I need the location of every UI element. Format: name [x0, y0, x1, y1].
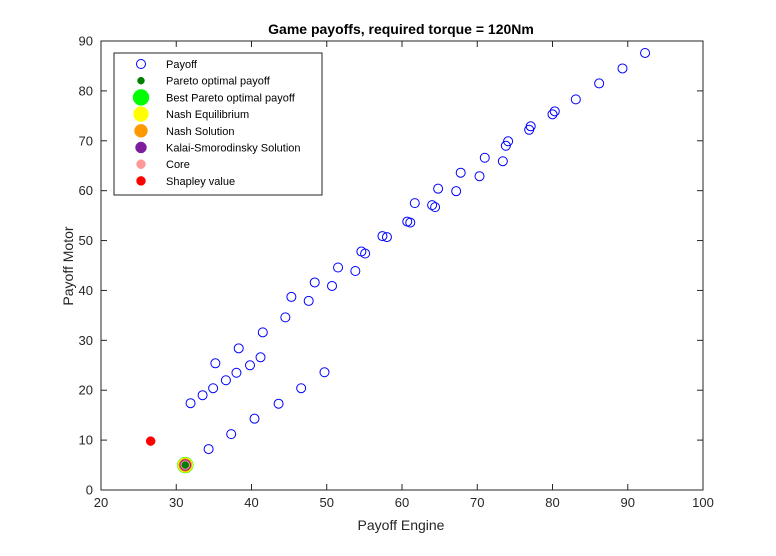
payoff-point: [479, 152, 490, 163]
highlight-point: [181, 461, 190, 469]
x-tick-label: 100: [692, 495, 714, 510]
payoff-point: [360, 248, 371, 259]
legend-marker: [134, 124, 148, 138]
y-tick-label: 80: [79, 83, 93, 98]
payoff-point: [231, 367, 242, 378]
data-points: [145, 47, 651, 474]
y-axis-title: Payoff Motor: [60, 226, 76, 305]
payoff-point: [525, 121, 536, 132]
legend-label: Nash Solution: [166, 126, 235, 138]
x-tick-label: 80: [545, 495, 559, 510]
payoff-point: [296, 383, 307, 394]
legend-box: [113, 52, 323, 196]
legend-label: Best Pareto optimal payoff: [166, 92, 296, 104]
payoff-point: [210, 358, 221, 369]
y-tick-label: 70: [79, 133, 93, 148]
legend-label: Payoff: [166, 59, 198, 71]
y-tick-label: 40: [79, 283, 93, 298]
payoff-point: [309, 277, 320, 288]
payoff-point: [220, 375, 231, 386]
payoff-point: [244, 360, 255, 371]
x-tick-label: 60: [395, 495, 409, 510]
legend-marker: [136, 59, 146, 69]
payoff-point: [203, 444, 214, 455]
payoff-point: [226, 429, 237, 440]
payoff-point: [503, 136, 514, 147]
payoff-point: [197, 390, 208, 401]
chart-title: Game payoffs, required torque = 120Nm: [268, 21, 534, 37]
x-tick-label: 30: [169, 495, 183, 510]
payoff-point: [474, 171, 485, 182]
legend-label: Shapley value: [166, 176, 235, 188]
payoff-point: [570, 94, 581, 105]
y-tick-label: 20: [79, 383, 93, 398]
payoff-point: [547, 109, 558, 120]
legend-label: Core: [166, 159, 190, 171]
payoff-point: [451, 186, 462, 197]
legend-label: Nash Equilibrium: [166, 109, 249, 121]
payoff-point: [594, 78, 605, 89]
x-tick-label: 20: [94, 495, 108, 510]
y-tick-label: 50: [79, 233, 93, 248]
payoff-point: [255, 352, 266, 363]
plot-frame: [100, 40, 704, 491]
payoff-point: [319, 367, 330, 378]
payoff-point: [549, 106, 560, 117]
legend-marker: [135, 141, 147, 154]
payoff-point: [185, 398, 196, 409]
payoff-point: [327, 280, 338, 291]
payoff-point: [286, 291, 297, 302]
y-tick-label: 30: [79, 333, 93, 348]
legend-marker: [137, 76, 145, 85]
x-tick-label: 50: [320, 495, 334, 510]
x-tick-label: 40: [244, 495, 258, 510]
payoff-point: [303, 295, 314, 306]
payoff-point: [257, 327, 268, 338]
axis-ticks: 20 30 40 50 60 70 80 90 100 0 10 20 30 40 50 60 70 80 90: [79, 34, 714, 511]
payoff-point: [249, 413, 260, 424]
y-tick-label: 10: [79, 433, 93, 448]
legend-label: Kalai-Smorodinsky Solution: [166, 143, 301, 155]
payoff-point: [497, 156, 508, 167]
payoff-point: [433, 183, 444, 194]
payoff-point: [427, 200, 438, 211]
payoff-point: [233, 343, 244, 354]
payoff-point: [381, 232, 392, 243]
y-tick-label: 90: [79, 34, 93, 49]
highlight-point: [145, 436, 156, 446]
x-axis-title: Payoff Engine: [358, 517, 445, 533]
payoff-point: [405, 217, 416, 228]
payoff-point: [350, 265, 361, 276]
y-tick-label: 60: [79, 183, 93, 198]
payoff-point: [333, 262, 344, 273]
x-tick-label: 90: [621, 495, 635, 510]
payoff-point: [280, 312, 291, 323]
payoff-point: [455, 167, 466, 178]
payoff-point: [409, 198, 420, 209]
legend-label: Pareto optimal payoff: [166, 76, 271, 88]
legend-marker: [136, 159, 146, 169]
payoff-point: [500, 140, 511, 151]
payoff-point: [640, 47, 651, 58]
payoff-point: [430, 202, 441, 213]
legend-marker: [136, 176, 146, 186]
payoff-point: [273, 398, 284, 409]
x-tick-label: 70: [470, 495, 484, 510]
legend-marker: [133, 106, 149, 122]
payoff-point: [377, 231, 388, 242]
legend-marker: [132, 89, 150, 106]
legend: Payoff Pareto optimal payoff Best Pareto o…: [113, 52, 323, 196]
payoff-point: [617, 63, 628, 74]
y-tick-label: 0: [86, 483, 93, 498]
payoff-point: [208, 383, 219, 394]
